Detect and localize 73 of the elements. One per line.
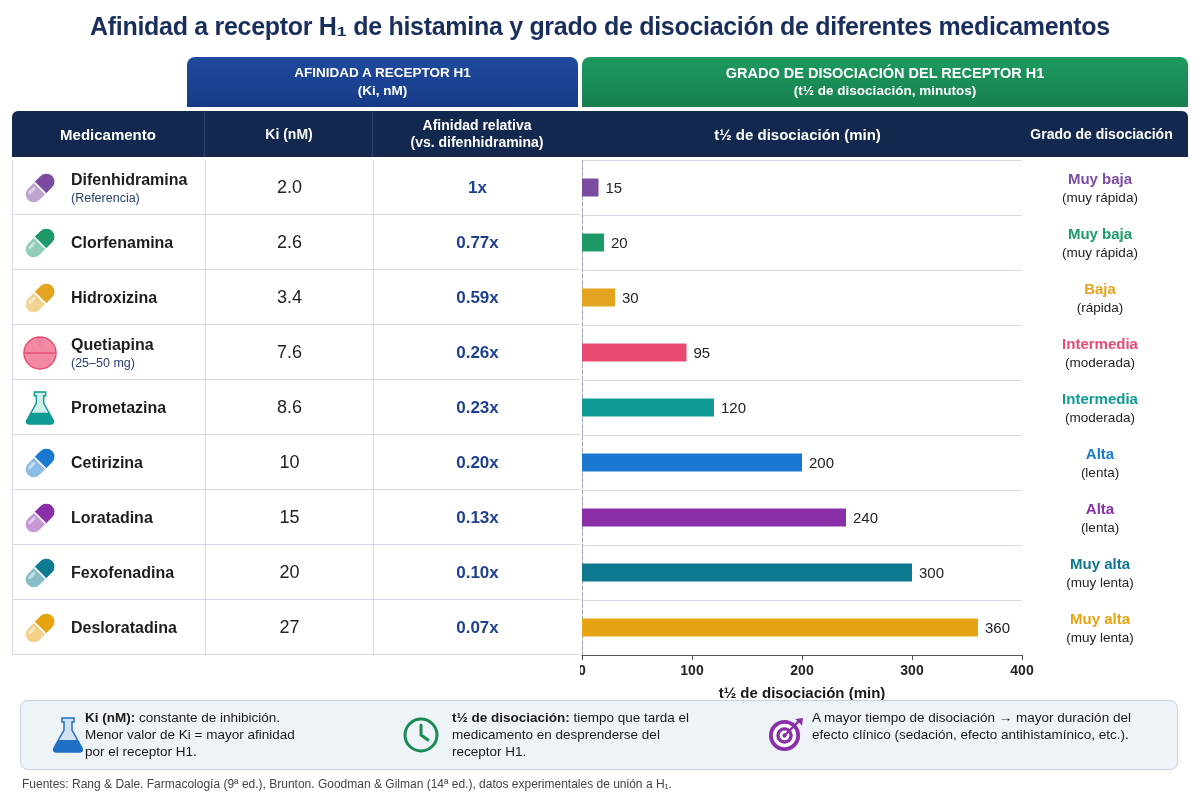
y2-tick-label: Alta (lenta) [1080, 445, 1120, 480]
text: Afinidad relativa (vs. difenhidramina) [372, 111, 581, 157]
y2-axis-title: Grado de disociación [1029, 125, 1174, 144]
category-label: Desloratadina [71, 617, 177, 638]
text: (25–50 mg) [71, 355, 135, 370]
data-label: 240 [853, 509, 879, 526]
category-label: Quetiapina [71, 334, 154, 355]
bar [582, 453, 802, 472]
data-label: 0.13x [373, 490, 581, 545]
chart-subtitle: (t½ de disociación, minutos) [792, 82, 978, 100]
text: A mayor tiempo de disociación → mayor duración del efecto clínico (sedación, efecto antihistamínico, etc.). [812, 709, 1132, 743]
bar [582, 563, 912, 582]
y2-tick-label: Alta (lenta) [1080, 500, 1120, 535]
x-axis-title: t½ de disociación (min) [713, 124, 882, 145]
source-note: Fuentes: Rang & Dale. Farmacología (9ª ed.), Brunton. Goodman & Gilman (14ª ed.), datos experimentales de unión a H₁. [22, 777, 672, 791]
x-tick-label: 100 [680, 662, 704, 678]
x-tick-label: 400 [1010, 662, 1034, 678]
data-label: 0.77x [373, 215, 581, 270]
chart-title: GRADO DE DISOCIACIÓN DEL RECEPTOR H1 [724, 64, 1046, 82]
text: Ki (nM) [204, 111, 373, 157]
text: Medicamento [59, 124, 157, 145]
data-label: 300 [919, 564, 945, 581]
data-label: 0.07x [373, 600, 581, 655]
data-label: 0.23x [373, 380, 581, 435]
y2-tick-label: Muy baja (muy rápida) [1062, 225, 1138, 260]
y2-tick-label: Muy alta (muy lenta) [1066, 555, 1134, 590]
data-label: 8.6 [205, 380, 373, 435]
category-label: Fexofenadina [71, 562, 175, 583]
data-label: 10 [205, 435, 373, 490]
data-label: 95 [693, 344, 711, 361]
x-tick-label: 200 [790, 662, 814, 678]
y2-tick-label: Muy alta (muy lenta) [1066, 610, 1134, 645]
data-label: 20 [205, 545, 373, 600]
data-label: 20 [611, 234, 628, 251]
bar [582, 618, 978, 637]
category-label: Loratadina [71, 507, 153, 528]
data-label: 1x [373, 160, 581, 215]
bar [582, 233, 604, 252]
y2-tick-label: Muy baja (muy rápida) [1062, 170, 1138, 205]
category-label: Cetirizina [71, 452, 144, 473]
data-label: 0.20x [373, 435, 581, 490]
bar [582, 343, 687, 362]
data-label: 15 [205, 490, 373, 545]
data-label: 0.59x [373, 270, 581, 325]
y2-tick-label: Intermedia (moderada) [1062, 335, 1139, 370]
data-label: 2.0 [205, 160, 373, 215]
data-label: 0.26x [373, 325, 581, 380]
x-tick-label: 300 [900, 662, 924, 678]
data-label: 15 [605, 179, 623, 196]
text: AFINIDAD A RECEPTOR H1 (Ki, nM) [293, 64, 472, 100]
category-label: Difenhidramina [71, 169, 188, 190]
text: Afinidad a receptor H₁ de histamina y grado de disociación de diferentes medicamentos [89, 11, 1111, 42]
category-label: Prometazina [71, 397, 167, 418]
text: (Referencia) [71, 190, 140, 205]
category-label: Clorfenamina [71, 232, 174, 253]
data-label: 3.4 [205, 270, 373, 325]
data-label: 360 [985, 619, 1011, 636]
bar [582, 178, 599, 197]
bar [582, 398, 714, 417]
data-label: 2.6 [205, 215, 373, 270]
bar [582, 508, 846, 527]
y2-tick-label: Intermedia (moderada) [1062, 390, 1139, 425]
category-label: Hidroxizina [71, 287, 158, 308]
data-label: 200 [809, 454, 835, 471]
data-label: 30 [622, 289, 639, 306]
bar [582, 288, 615, 307]
text: t½ de disociación: tiempo que tarda el medicamento en desprenderse del receptor H1. [452, 709, 691, 760]
data-label: 0.10x [373, 545, 581, 600]
text: Ki (nM): constante de inhibición. Menor valor de Ki = mayor afinidad por el receptor H1. [85, 709, 296, 760]
y2-tick-label: Baja (rápida) [1076, 280, 1124, 315]
data-label: 7.6 [205, 325, 373, 380]
data-label: 120 [721, 399, 747, 416]
data-label: 27 [205, 600, 373, 655]
